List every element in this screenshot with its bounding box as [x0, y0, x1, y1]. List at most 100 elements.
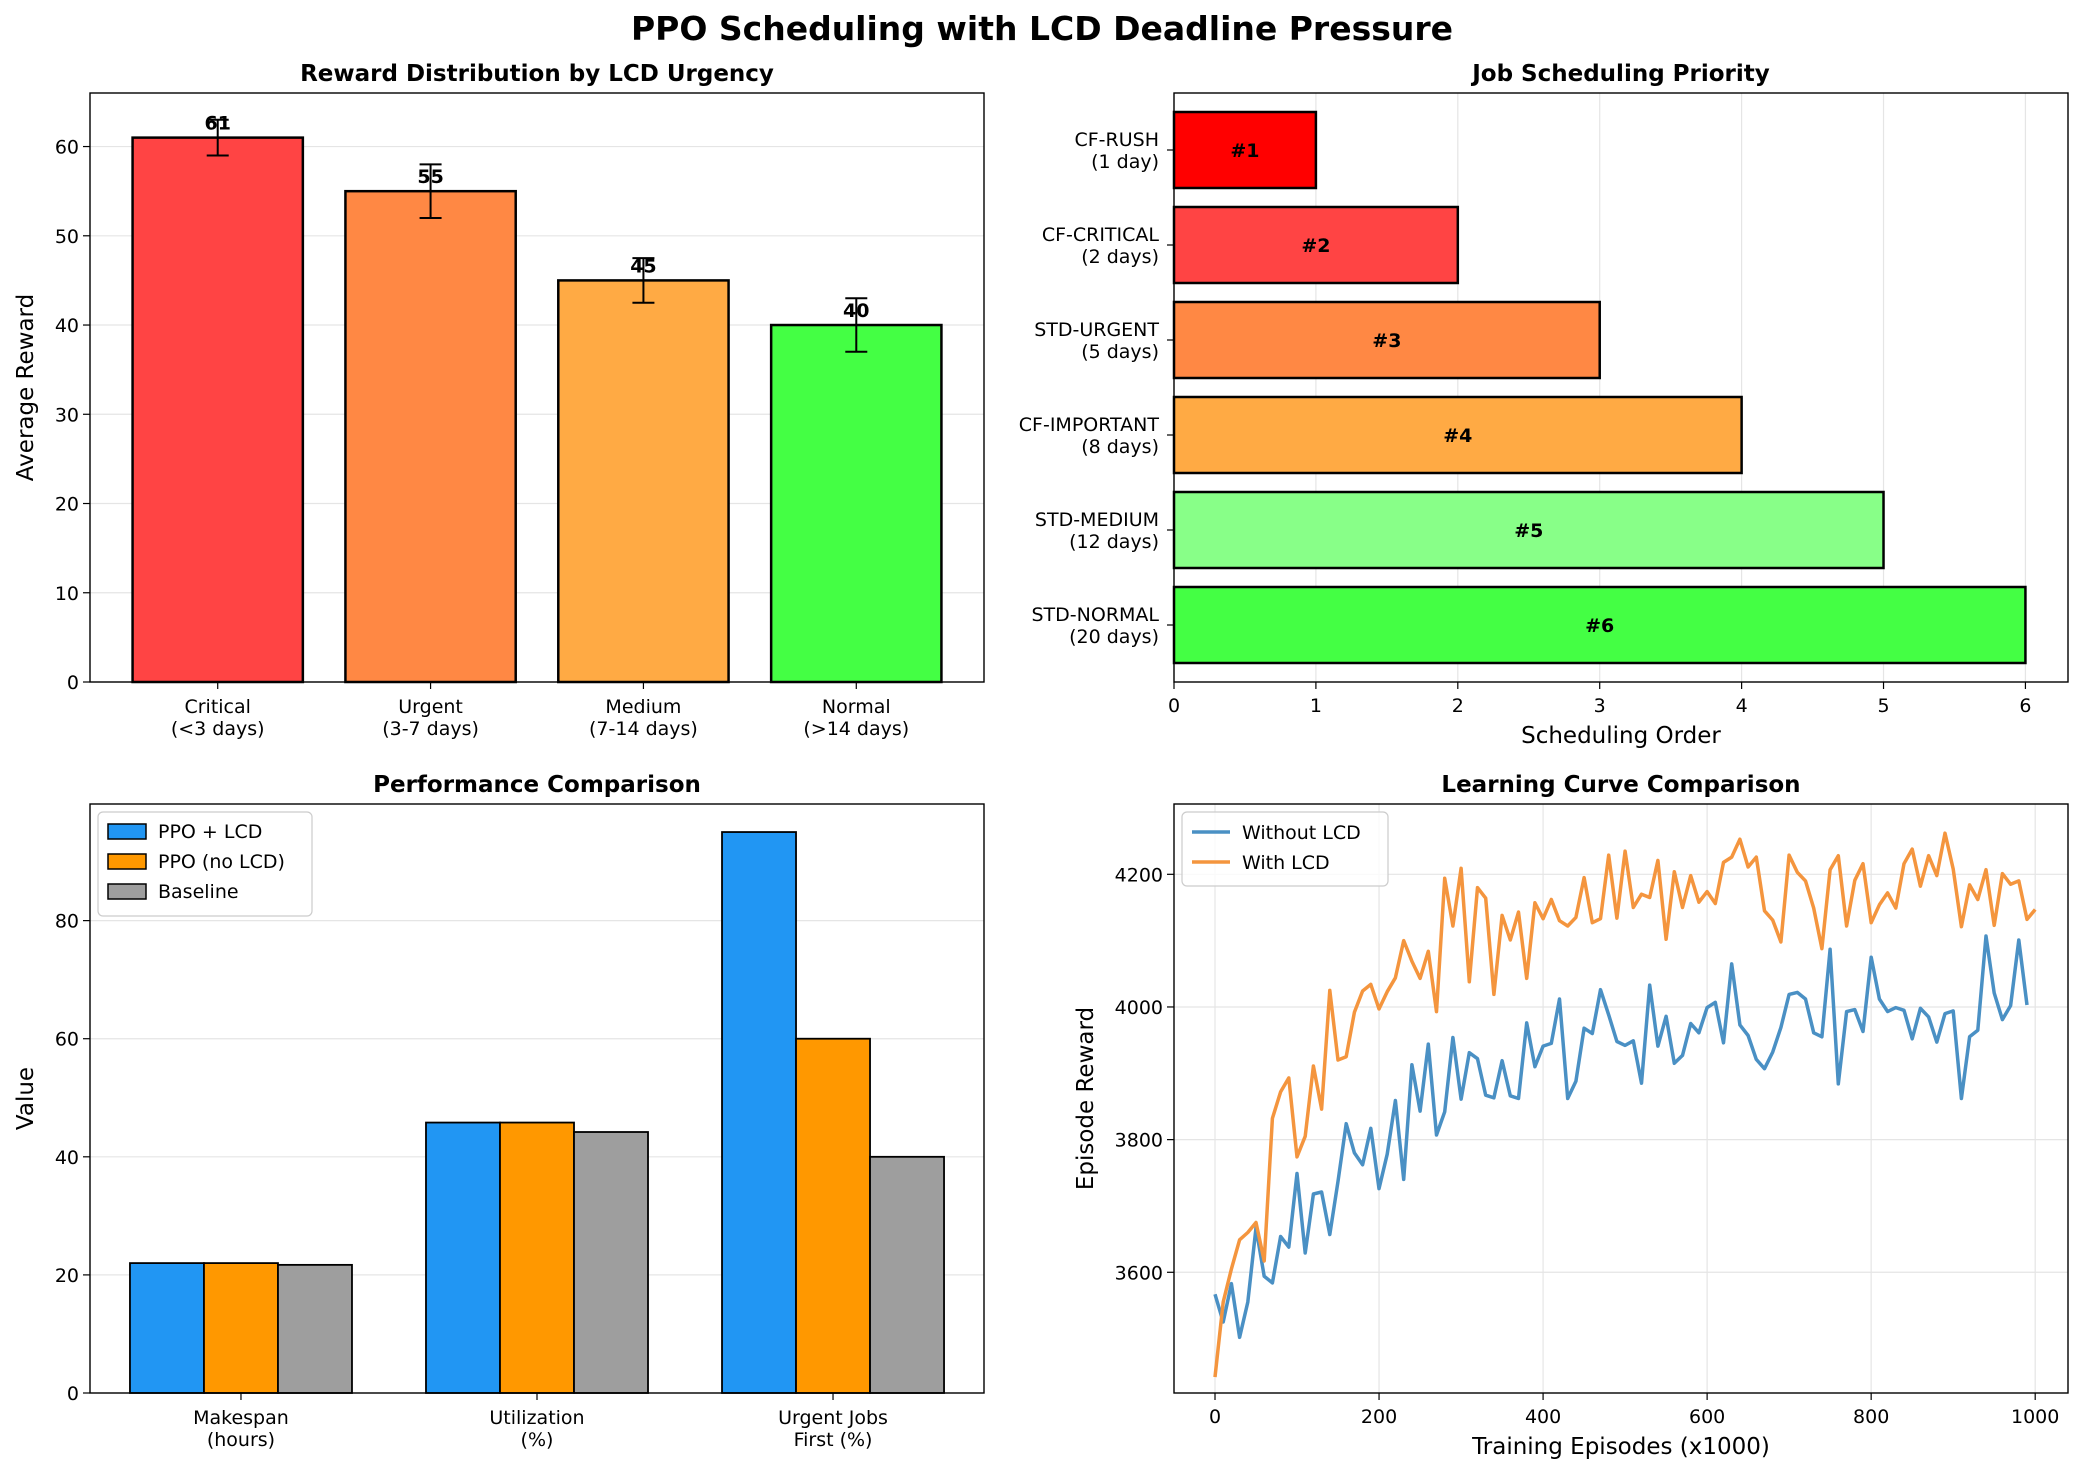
y-tick-label: 40: [55, 1147, 79, 1169]
y-tick-label-line: CF-RUSH: [1074, 129, 1159, 151]
bar: [425, 1121, 501, 1394]
bar-rank-label: #3: [1372, 330, 1401, 352]
y-tick-label: 40: [55, 315, 79, 337]
x-axis-label: Training Episodes (x1000): [1471, 1434, 1770, 1460]
y-tick-label: STD-NORMAL (20 days): [1032, 604, 1160, 648]
y-tick-label-line: (8 days): [1081, 436, 1159, 458]
y-tick-label: 20: [55, 1265, 79, 1287]
legend-label: With LCD: [1242, 852, 1330, 874]
y-tick-label-line: (12 days): [1069, 531, 1159, 553]
x-tick-label-line: First (%): [794, 1429, 873, 1451]
legend-swatch: [107, 883, 147, 900]
x-axis-label: Scheduling Order: [1521, 723, 1721, 749]
x-tick-label: Makespan (hours): [193, 1407, 289, 1451]
x-tick-label-line: (>14 days): [803, 718, 909, 740]
bar: [499, 1121, 575, 1394]
bar-rank-label: #5: [1514, 520, 1543, 542]
y-tick-label-line: (20 days): [1069, 626, 1159, 648]
bar-rank-label: #4: [1443, 425, 1472, 447]
legend-label: Without LCD: [1242, 822, 1361, 844]
x-tick-label: 600: [1689, 1406, 1725, 1428]
legend-label: PPO (no LCD): [158, 851, 285, 873]
series-line: [1213, 934, 2029, 1340]
x-tick-label-line: (hours): [207, 1429, 275, 1451]
bar: [795, 1037, 871, 1394]
legend: PPO + LCD PPO (no LCD) Baseline: [97, 811, 313, 917]
y-tick-label: CF-RUSH (1 day): [1074, 129, 1159, 173]
bar: [1172, 110, 1318, 190]
y-tick-label: 3800: [1115, 1130, 1163, 1152]
y-tick-label: 20: [55, 494, 79, 516]
bar-value-label: 61: [204, 113, 230, 135]
y-tick-label: 4200: [1115, 864, 1163, 886]
y-tick-label: 0: [67, 672, 79, 694]
x-tick-label-line: (%): [521, 1429, 554, 1451]
bar-value-label: 55: [417, 166, 443, 188]
legend-swatch: [107, 823, 147, 840]
y-tick-label: 0: [67, 1383, 79, 1405]
x-tick-label-line: Makespan: [193, 1407, 289, 1429]
x-tick-label-line: Normal: [822, 696, 891, 718]
y-tick-label-line: (2 days): [1081, 246, 1159, 268]
y-tick-label-line: (1 day): [1091, 151, 1159, 173]
panel-title: Job Scheduling Priority: [1470, 61, 1770, 87]
y-tick-label: 80: [55, 911, 79, 933]
y-tick-label-line: CF-IMPORTANT: [1019, 414, 1160, 436]
bar-rank-label: #2: [1301, 235, 1330, 257]
bar: [721, 831, 797, 1394]
bar: [1172, 300, 1601, 380]
y-tick-label: CF-CRITICAL (2 days): [1042, 224, 1160, 268]
bar: [1172, 395, 1743, 475]
panel-title: Reward Distribution by LCD Urgency: [300, 61, 774, 87]
x-tick-label: 3: [1594, 695, 1606, 717]
y-tick-label-line: STD-NORMAL: [1032, 604, 1160, 626]
y-tick-label-line: CF-CRITICAL: [1042, 224, 1160, 246]
y-tick-label: 30: [55, 404, 79, 426]
x-tick-label: Medium (7-14 days): [589, 696, 698, 740]
x-tick-label: 1: [1310, 695, 1322, 717]
series-line: [1213, 831, 2037, 1378]
x-tick-label-line: Critical: [184, 696, 250, 718]
x-tick-label-line: Urgent: [398, 696, 463, 718]
y-tick-label: 60: [55, 1029, 79, 1051]
legend-frame: [97, 811, 313, 917]
panel-title: Learning Curve Comparison: [1441, 772, 1800, 798]
bar: [573, 1131, 649, 1394]
bar: [869, 1155, 945, 1394]
y-tick-label: 10: [55, 583, 79, 605]
y-tick-label: 3600: [1115, 1262, 1163, 1284]
bar: [131, 136, 305, 684]
bar-rank-label: #1: [1230, 140, 1259, 162]
y-tick-label-line: STD-MEDIUM: [1035, 509, 1159, 531]
axes-frame: [1173, 92, 2069, 683]
y-axis-label: Average Reward: [13, 294, 39, 481]
legend-frame: [1181, 811, 1389, 887]
bar: [1172, 205, 1460, 285]
x-tick-label-line: (7-14 days): [589, 718, 698, 740]
x-tick-label: Normal (>14 days): [803, 696, 909, 740]
x-tick-label: 2: [1452, 695, 1464, 717]
bar: [203, 1262, 279, 1394]
x-tick-label-line: (3-7 days): [382, 718, 479, 740]
x-tick-label: 5: [1877, 695, 1889, 717]
bar: [1172, 490, 1885, 570]
x-tick-label: 6: [2019, 695, 2031, 717]
legend-swatch: [107, 853, 147, 870]
y-tick-label: 4000: [1115, 997, 1163, 1019]
y-tick-label: 60: [55, 137, 79, 159]
y-axis-label: Value: [13, 1067, 39, 1130]
legend-label: PPO + LCD: [158, 821, 262, 843]
bar: [277, 1263, 353, 1394]
panel-learning-curve: 0 200 400 600 800 1000 3600 3800 4000 4200 Learnin…: [1073, 772, 2069, 1460]
y-axis-label: Episode Reward: [1073, 1007, 1099, 1190]
legend-label: Baseline: [158, 881, 239, 903]
x-tick-label-line: Utilization: [489, 1407, 584, 1429]
x-tick-label: 800: [1853, 1406, 1889, 1428]
x-tick-label: Urgent Jobs First (%): [778, 1407, 888, 1451]
bar-value-label: 45: [630, 255, 656, 277]
axes-frame: [1173, 803, 2069, 1394]
x-tick-label-line: Medium: [605, 696, 681, 718]
bar: [557, 279, 730, 684]
x-tick-label: 400: [1525, 1406, 1561, 1428]
